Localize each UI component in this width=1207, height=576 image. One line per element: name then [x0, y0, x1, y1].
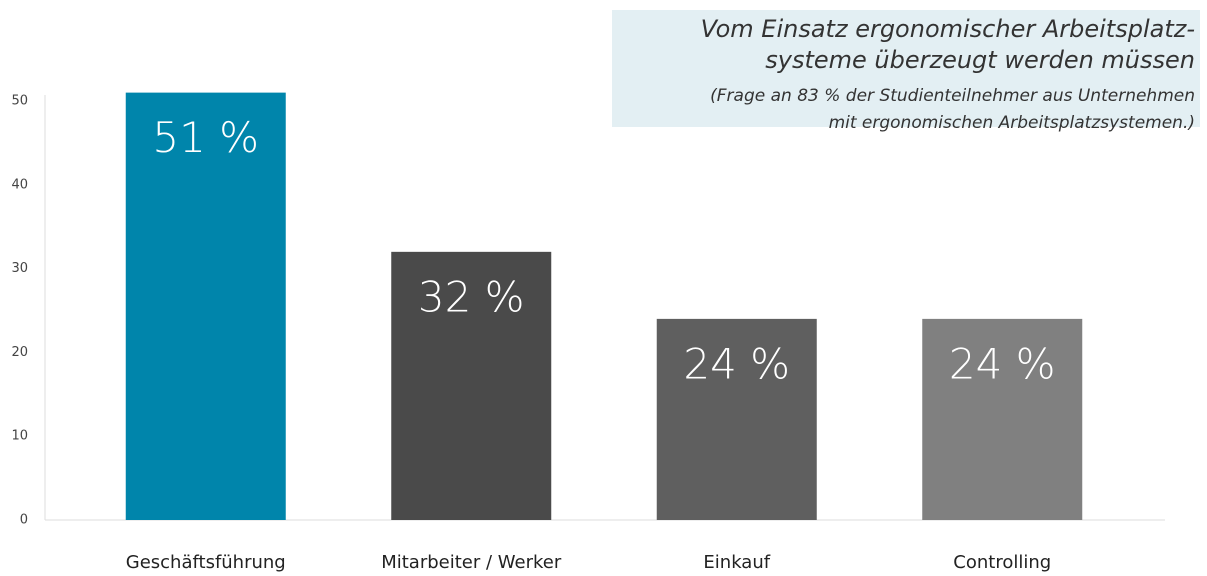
bar [391, 251, 552, 520]
x-tick-label: Controlling [953, 552, 1051, 573]
y-tick-label: 50 [11, 94, 28, 109]
y-tick-label: 20 [11, 345, 28, 360]
bar [656, 318, 817, 520]
x-tick-label: Einkauf [703, 552, 770, 573]
chart-subtitle: (Frage an 83 % der Studienteilnehmer aus… [710, 86, 1195, 106]
chart-title: systeme überzeugt werden müssen [765, 46, 1195, 74]
bar [922, 318, 1083, 520]
chart-title: Vom Einsatz ergonomischer Arbeitsplatz- [701, 15, 1195, 43]
title-box [612, 10, 1200, 127]
bar [125, 92, 286, 521]
y-tick-label: 30 [11, 261, 28, 276]
value-label: 32 % [418, 272, 525, 321]
x-tick-label: Mitarbeiter / Werker [381, 552, 562, 573]
value-label: 24 % [949, 339, 1056, 388]
value-label: 51 % [152, 113, 259, 162]
value-label: 24 % [683, 339, 790, 388]
y-tick-label: 0 [20, 513, 28, 528]
x-tick-label: Geschäftsführung [126, 552, 286, 573]
y-tick-label: 10 [11, 429, 28, 444]
y-tick-label: 40 [11, 177, 28, 192]
chart-subtitle: mit ergonomischen Arbeitsplatzsystemen.) [829, 113, 1195, 133]
